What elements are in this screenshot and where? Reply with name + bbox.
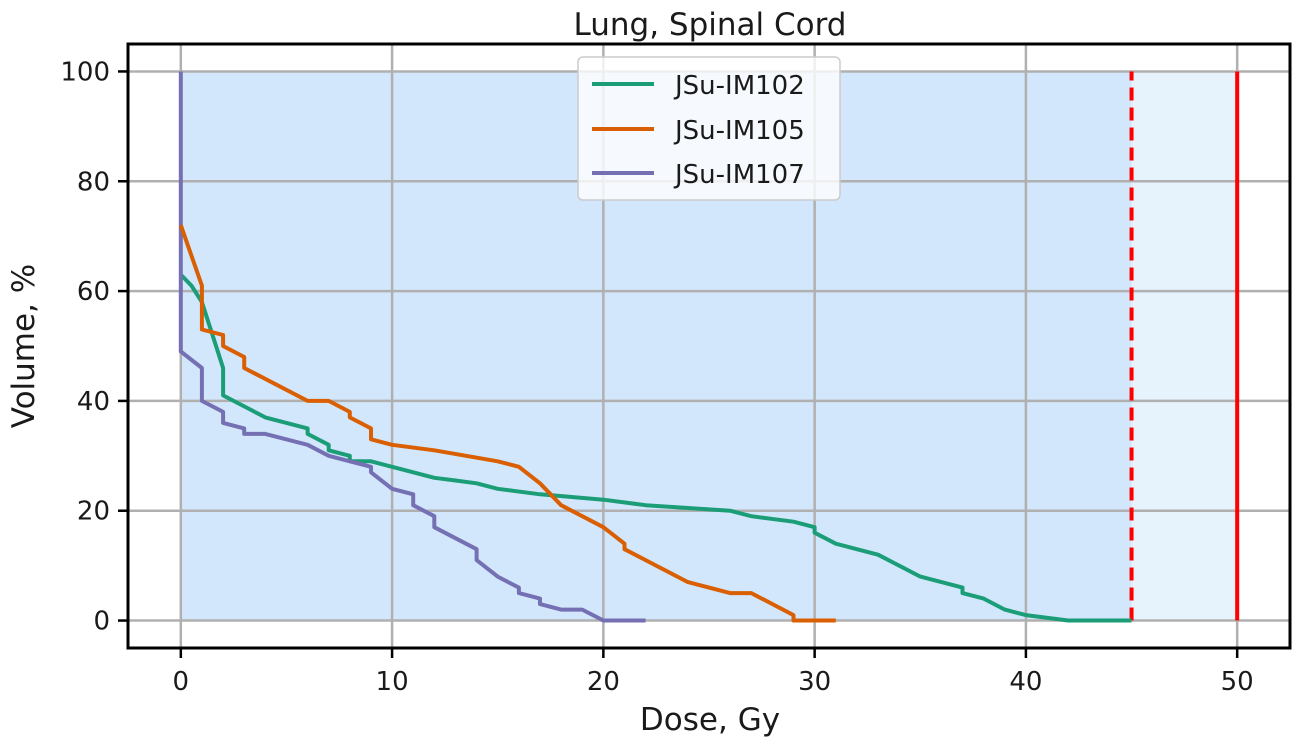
x-tick-label-50: 50 xyxy=(1221,667,1254,697)
series-line-jsu-im107 xyxy=(178,71,646,623)
x-tick-label-30: 30 xyxy=(798,667,831,697)
axis-ticks: 0 10 20 30 40 50 0 20 40 60 80 100 xyxy=(60,57,1253,697)
legend-box xyxy=(577,56,841,201)
y-tick-label-80: 80 xyxy=(77,167,110,197)
y-axis-label: Volume, % xyxy=(6,264,42,428)
y-tick-label-100: 100 xyxy=(60,57,110,87)
shaded-region-1 xyxy=(1131,71,1238,621)
y-tick-label-60: 60 xyxy=(77,277,110,307)
reference-lines xyxy=(1129,71,1240,621)
legend-label-jsu-im105: JSu-IM105 xyxy=(673,116,805,146)
plot-frame xyxy=(126,42,1292,650)
x-tick-label-0: 0 xyxy=(173,667,190,697)
series-line-jsu-im105 xyxy=(178,224,836,623)
chart-title: Lung, Spinal Cord xyxy=(574,7,847,43)
series-line-jsu-im102 xyxy=(179,273,1132,623)
y-tick-label-40: 40 xyxy=(77,387,110,417)
x-tick-label-20: 20 xyxy=(587,667,620,697)
legend-label-jsu-im102: JSu-IM102 xyxy=(673,71,805,101)
legend-label-jsu-im107: JSu-IM107 xyxy=(673,160,805,190)
x-axis-label: Dose, Gy xyxy=(640,702,780,738)
x-tick-label-10: 10 xyxy=(376,667,409,697)
y-tick-label-20: 20 xyxy=(77,497,110,527)
y-tick-label-0: 0 xyxy=(93,607,110,637)
series-lines xyxy=(178,71,1132,623)
legend: JSu-IM102 JSu-IM105 JSu-IM107 xyxy=(577,56,841,201)
x-tick-label-40: 40 xyxy=(1009,667,1042,697)
